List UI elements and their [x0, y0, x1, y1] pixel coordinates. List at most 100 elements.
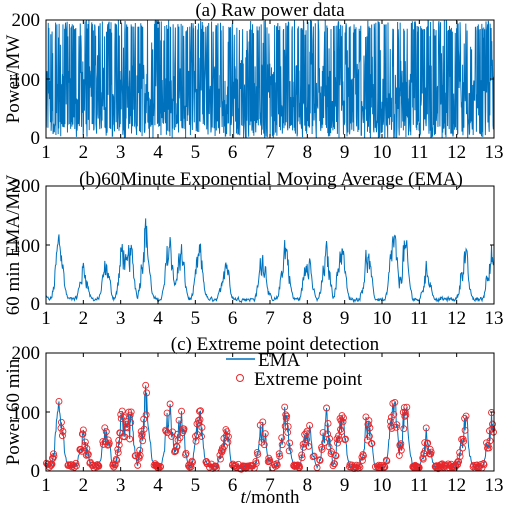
extreme-point-marker	[486, 437, 494, 445]
extreme-point-marker	[323, 404, 331, 412]
extreme-point-marker	[366, 424, 374, 432]
extreme-point-marker	[134, 461, 142, 469]
extreme-point-marker	[338, 428, 345, 436]
extreme-point-marker	[261, 430, 269, 438]
extreme-point-marker	[284, 423, 292, 431]
xtick-label: 4	[153, 142, 163, 163]
extreme-point-marker	[332, 452, 340, 460]
xtick-label: 11	[410, 142, 428, 163]
extreme-point-marker	[224, 433, 232, 441]
panel-b-series	[45, 218, 495, 304]
extreme-point-marker	[122, 423, 130, 431]
extreme-point-marker	[339, 418, 347, 426]
xtick-label: 2	[79, 308, 89, 329]
extreme-point-marker	[220, 442, 228, 450]
extreme-point-marker	[142, 411, 150, 419]
xtick-label: 2	[79, 142, 89, 163]
xtick-label: 4	[153, 308, 163, 329]
extreme-point-marker	[105, 439, 113, 447]
extreme-point-marker	[393, 421, 401, 429]
extreme-point-marker	[76, 446, 84, 454]
extreme-point-marker	[401, 408, 409, 416]
extreme-point-marker	[135, 454, 143, 462]
extreme-point-marker	[298, 451, 306, 459]
extreme-point-marker	[276, 452, 284, 460]
extreme-point-marker	[321, 439, 329, 446]
extreme-point-marker	[140, 425, 148, 433]
xtick-label: 8	[303, 142, 313, 163]
extreme-point-marker	[115, 441, 123, 449]
extreme-point-marker	[198, 424, 206, 431]
extreme-point-marker	[189, 458, 196, 466]
extreme-point-marker	[194, 431, 201, 439]
extreme-point-marker	[259, 418, 267, 426]
xtick-label: 1	[41, 475, 51, 496]
extreme-point-marker	[422, 424, 430, 432]
extreme-point-marker	[78, 447, 86, 455]
extreme-point-marker	[163, 409, 171, 417]
xtick-label: 7	[265, 475, 275, 496]
extreme-point-marker	[95, 462, 103, 470]
extreme-point-marker	[306, 422, 314, 429]
extreme-point-marker	[72, 459, 80, 467]
extreme-point-marker	[81, 438, 89, 446]
legend-extreme-label: Extreme point	[254, 369, 363, 390]
panel-a-ytick-200: 200	[12, 10, 41, 31]
extreme-point-marker	[424, 439, 432, 447]
xtick-label: 3	[116, 308, 126, 329]
extreme-point-marker	[123, 424, 131, 432]
extreme-point-marker	[59, 428, 67, 435]
extreme-point-marker	[401, 412, 409, 420]
extreme-point-marker	[316, 456, 324, 464]
panel-c-legend: EMA Extreme point	[226, 350, 363, 390]
extreme-point-marker	[195, 416, 202, 424]
extreme-point-marker	[462, 412, 470, 420]
panel-a-xtick-labels: 1 2 3 4 5 6 7 8 9 10 11 12 13	[41, 142, 503, 163]
extreme-point-marker	[305, 442, 313, 450]
raw-power-line	[45, 19, 495, 139]
panel-a-ylabel: Power/MW	[3, 35, 24, 124]
extreme-point-marker	[175, 416, 183, 424]
extreme-point-marker	[171, 447, 179, 455]
extreme-point-marker	[123, 420, 131, 428]
extreme-point-marker	[266, 456, 274, 464]
legend-extreme-swatch	[236, 374, 244, 382]
extreme-point-marker	[359, 452, 367, 460]
extreme-point-marker	[70, 463, 78, 471]
panel-c-xlabel: t/month	[240, 487, 300, 508]
panel-b-ytick-200: 200	[12, 176, 41, 197]
extreme-point-marker	[281, 422, 289, 430]
xtick-label: 8	[303, 308, 313, 329]
panel-c-xtick-labels: 1 2 3 4 5 6 7 8 9 10 11 12 13	[41, 475, 503, 496]
extreme-point-marker	[363, 436, 371, 444]
extreme-point-marker	[402, 411, 410, 419]
extreme-point-marker	[397, 440, 405, 448]
extreme-point-marker	[286, 439, 294, 447]
extreme-point-marker	[454, 461, 462, 469]
extreme-point-marker	[126, 435, 134, 443]
extreme-point-marker	[197, 407, 204, 415]
extreme-point-marker	[58, 418, 65, 426]
extreme-point-marker	[391, 398, 399, 406]
extreme-point-marker	[104, 436, 112, 444]
extreme-point-marker	[219, 446, 227, 454]
extreme-point-marker	[223, 428, 231, 436]
panel-b-ytick-0: 0	[31, 294, 41, 315]
panel-c-series	[45, 385, 495, 471]
xtick-label: 6	[228, 308, 238, 329]
extreme-point-marker	[355, 462, 363, 470]
extreme-point-marker	[324, 420, 332, 427]
extreme-point-marker	[298, 454, 306, 462]
panel-c-extreme-markers	[43, 381, 497, 473]
panel-a-ytick-0: 0	[31, 128, 41, 149]
extreme-point-marker	[72, 462, 80, 470]
xtick-label: 12	[447, 142, 466, 163]
extreme-point-marker	[460, 437, 468, 445]
xtick-label: 9	[340, 308, 350, 329]
extreme-point-marker	[114, 445, 122, 453]
ema-line	[45, 218, 495, 304]
extreme-point-marker	[55, 397, 63, 405]
xtick-label: 3	[116, 475, 126, 496]
extreme-point-marker	[168, 432, 176, 440]
xtick-label: 1	[41, 308, 51, 329]
